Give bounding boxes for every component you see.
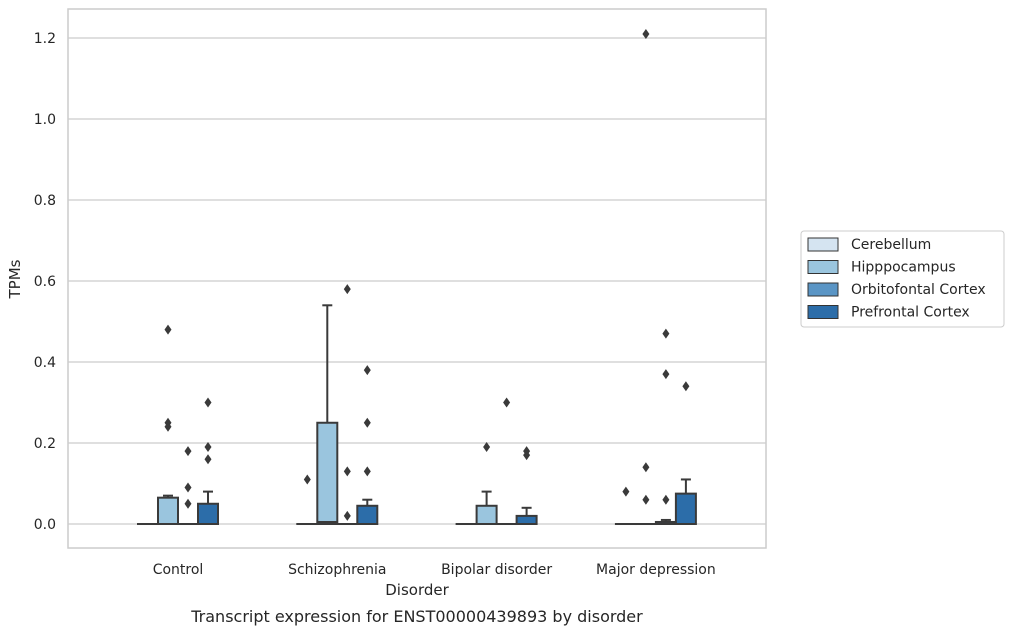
x-ticks: Control Schizophrenia Bipolar disorder Majo… (153, 562, 716, 578)
legend: Cerebellum Hipppocampus Orbitofontal Corte… (801, 231, 1004, 327)
box (198, 504, 218, 524)
legend-label: Prefrontal Cortex (851, 305, 970, 321)
box (517, 516, 537, 524)
x-tick-label: Bipolar disorder (441, 562, 552, 578)
box (317, 423, 337, 524)
y-tick-label: 1.0 (34, 112, 56, 128)
chart-caption: Transcript expression for ENST0000043989… (190, 607, 643, 626)
legend-label: Orbitofontal Cortex (851, 282, 986, 298)
box (676, 494, 696, 524)
x-tick-label: Control (153, 562, 204, 578)
legend-swatch (808, 261, 838, 274)
legend-swatch (808, 306, 838, 319)
box (158, 498, 178, 524)
x-tick-label: Schizophrenia (288, 562, 386, 578)
y-tick-label: 0.2 (34, 436, 56, 452)
box (357, 506, 377, 524)
legend-label: Hipppocampus (851, 260, 956, 276)
legend-swatch (808, 238, 838, 251)
legend-swatch (808, 283, 838, 296)
legend-label: Cerebellum (851, 237, 931, 253)
y-ticks: 0.0 0.2 0.4 0.6 0.8 1.0 1.2 (34, 31, 56, 533)
x-tick-label: Major depression (596, 562, 716, 578)
y-tick-label: 0.0 (34, 517, 56, 533)
y-axis-label: TPMs (6, 259, 24, 299)
plot-background (68, 9, 766, 548)
y-tick-label: 0.6 (34, 274, 56, 290)
x-axis-label: Disorder (385, 581, 449, 599)
y-tick-label: 0.4 (34, 355, 56, 371)
box (477, 506, 497, 524)
y-tick-label: 0.8 (34, 193, 56, 209)
y-tick-label: 1.2 (34, 31, 56, 47)
